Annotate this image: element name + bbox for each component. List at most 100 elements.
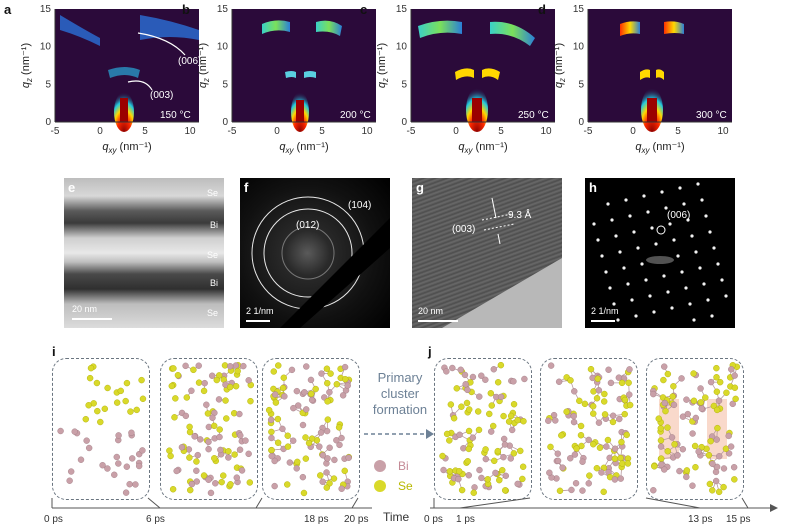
se-atom (596, 444, 604, 451)
bi-atom (319, 452, 327, 459)
se-atom (491, 457, 498, 465)
x-tick-label: 0 (97, 126, 103, 137)
bi-atom (197, 436, 204, 443)
se-atom (576, 397, 583, 405)
se-atom (723, 389, 730, 396)
bi-atom (605, 366, 612, 373)
se-atom (302, 455, 310, 462)
x-tick-label: 0 (453, 126, 459, 137)
se-atom (698, 443, 705, 451)
snapshot-i-0 (52, 358, 150, 500)
se-atom (624, 460, 632, 467)
x-axis-label: qxy (nm⁻¹) (635, 141, 684, 155)
se-atom (567, 377, 574, 384)
bi-atom (245, 377, 252, 384)
se-atom (216, 426, 223, 433)
x-tick-label: -5 (407, 126, 416, 137)
diffraction-spot (610, 218, 614, 222)
bi-atom (510, 378, 517, 385)
bi-atom (465, 472, 472, 479)
diffraction-spot (662, 274, 666, 278)
se-atom (716, 378, 724, 386)
bi-atom (245, 450, 252, 458)
se-atom (247, 397, 254, 405)
se-atom (464, 458, 471, 465)
x-tick-label: -5 (228, 126, 237, 137)
bi-atom (99, 462, 106, 469)
x-tick-label: 10 (540, 126, 552, 137)
panel-label-i: i (52, 344, 56, 359)
bi-atom (303, 406, 310, 413)
bi-atom (301, 389, 308, 396)
bi-atom (318, 370, 325, 377)
panel-a: (006) (003) 150 °C (55, 9, 201, 132)
bi-atom (194, 451, 201, 459)
annotation-003: (003) (150, 90, 173, 101)
se-atom (327, 370, 334, 377)
primary-cluster-text: Primary cluster formation (368, 370, 432, 418)
se-atom (669, 393, 676, 400)
se-atom (547, 443, 554, 451)
bi-atom (692, 414, 700, 422)
se-atom (623, 431, 630, 439)
x-axis-label: qxy (nm⁻¹) (279, 141, 328, 155)
bi-atom (455, 475, 462, 483)
se-atom (220, 472, 227, 479)
diffraction-spot (692, 318, 696, 322)
bi-atom (626, 366, 633, 373)
se-atom (455, 468, 463, 475)
se-atom (171, 414, 178, 421)
se-atom (732, 395, 739, 403)
se-atom (183, 394, 190, 401)
legend-bi: Bi (398, 459, 409, 473)
bi-atom (182, 412, 190, 420)
se-atom (671, 441, 678, 448)
mid-text-line-1: Primary (377, 370, 423, 385)
bi-atom (570, 412, 577, 420)
x-tick-label: 5 (319, 126, 325, 137)
bi-atom (345, 454, 352, 461)
bi-atom (469, 373, 477, 381)
y-tick-label: 15 (573, 4, 585, 15)
bi-atom (559, 464, 566, 471)
bi-atom (727, 443, 735, 450)
bi-atom (271, 482, 278, 490)
bi-atom (579, 487, 586, 494)
diffraction-spot (596, 238, 600, 242)
bi-atom (611, 445, 619, 452)
bi-atom (502, 472, 510, 480)
bi-atom (83, 437, 90, 444)
se-atom (218, 478, 225, 486)
se-atom (186, 423, 193, 431)
scale-bar-e (72, 318, 112, 320)
bi-atom (226, 363, 234, 370)
bi-atom (500, 453, 507, 461)
bi-atom (471, 484, 478, 491)
se-atom (341, 467, 348, 475)
se-atom (167, 452, 174, 460)
se-atom (268, 446, 275, 454)
bi-atom (338, 485, 345, 492)
temp-label-c: 250 °C (518, 110, 549, 121)
bi-atom (650, 390, 657, 398)
se-atom (302, 434, 309, 441)
bi-atom (225, 454, 232, 461)
se-atom (324, 379, 331, 387)
se-atom (713, 406, 721, 414)
bi-atom (683, 396, 690, 403)
ring-label-012: (012) (296, 220, 320, 231)
bi-atom (128, 429, 135, 436)
bi-atom (209, 414, 216, 421)
se-atom (581, 400, 589, 408)
x-axis-label: qxy (nm⁻¹) (102, 141, 151, 155)
panel-e-image: e Se Bi Se Bi Se 20 nm (64, 178, 224, 328)
se-atom (93, 379, 101, 387)
diffraction-spot (630, 298, 634, 302)
se-atom (190, 366, 197, 374)
diffraction-spot (720, 278, 724, 282)
bi-atom (456, 431, 463, 438)
y-tick-label: 10 (217, 42, 229, 53)
x-tick-label: -5 (51, 126, 60, 137)
se-atom (186, 454, 193, 461)
se-atom (463, 399, 471, 407)
